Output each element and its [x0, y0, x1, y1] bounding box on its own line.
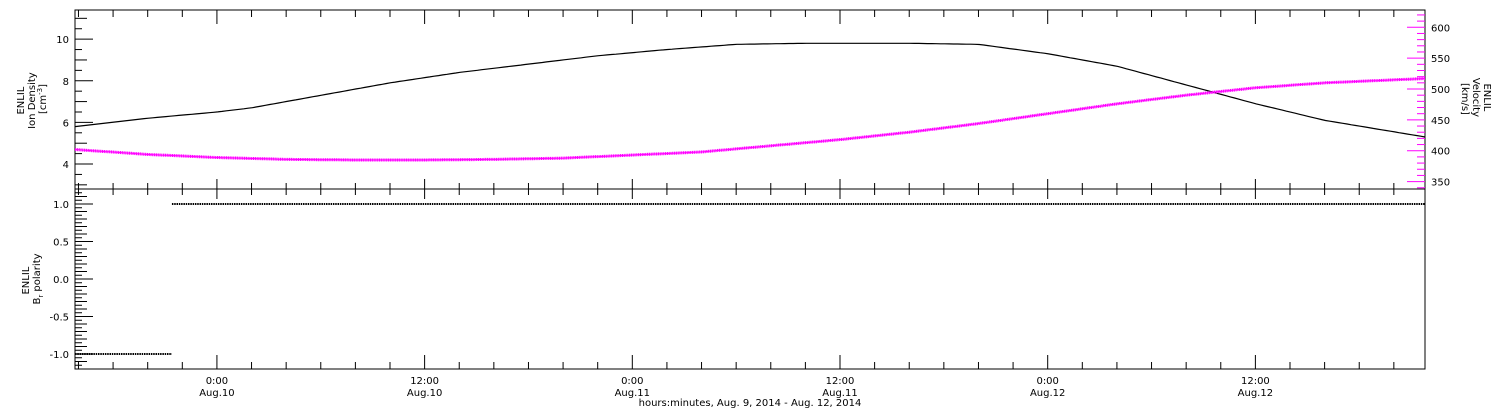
velocity-line-core: [74, 78, 1426, 161]
velocity-axis-title-line2: Velocity: [1470, 78, 1481, 117]
x-axis: 0:00Aug.1012:00Aug.100:00Aug.1112:00Aug.…: [77, 10, 1395, 399]
polarity-tick-label: -0.5: [49, 313, 69, 324]
top-left-axis: 4 6 8 10: [56, 17, 93, 186]
velocity-tick-label: 600: [1431, 23, 1450, 34]
density-tick-label: 4: [63, 160, 69, 171]
x-tick-date-label: Aug.11: [822, 388, 857, 399]
x-tick-time-label: 0:00: [206, 376, 228, 387]
velocity-tick-label: 550: [1431, 54, 1450, 65]
polarity-series: [75, 203, 1425, 355]
x-tick-time-label: 12:00: [410, 376, 439, 387]
polarity-tick-label: 0.5: [53, 238, 69, 249]
velocity-tick-label: 350: [1431, 178, 1450, 189]
polarity-axis-title: ENLIL Br polarity: [21, 253, 45, 304]
polarity-axis-title-line1: ENLIL: [21, 266, 32, 294]
velocity-tick-label: 500: [1431, 85, 1450, 96]
x-tick-date-label: Aug.11: [615, 388, 650, 399]
density-axis-title-line3: [cm: [38, 95, 49, 114]
x-tick-time-label: 0:00: [1036, 376, 1058, 387]
density-axis-title: ENLIL Ion Density [cm-3]: [16, 69, 49, 129]
density-axis-title-line1: ENLIL: [16, 86, 27, 114]
x-tick-date-label: Aug.12: [1238, 388, 1273, 399]
density-tick-label: 10: [56, 35, 69, 46]
velocity-axis-title-line3: [km/s]: [1459, 83, 1470, 115]
x-tick-time-label: 12:00: [826, 376, 855, 387]
density-line: [74, 42, 1426, 138]
x-tick-time-label: 12:00: [1241, 376, 1270, 387]
velocity-axis-title: ENLIL Velocity [km/s]: [1459, 78, 1492, 120]
top-right-axis: 350 400 450 500 550 600: [1407, 14, 1450, 189]
velocity-series: [74, 77, 1426, 162]
polarity-tick-label: 1.0: [53, 200, 69, 211]
polarity-axis-title-line2: B: [32, 298, 43, 305]
x-tick-date-label: Aug.10: [199, 388, 234, 399]
bottom-left-axis: -1.0 -0.5 0.0 0.5 1.0: [49, 192, 93, 366]
polarity-axis-title-end: polarity: [32, 253, 43, 294]
top-panel-frame: [74, 9, 1426, 190]
polarity-tick-label: -1.0: [49, 350, 69, 361]
x-tick-time-label: 0:00: [621, 376, 643, 387]
velocity-tick-label: 450: [1431, 116, 1450, 127]
density-tick-label: 6: [63, 118, 69, 129]
density-series: [74, 42, 1426, 138]
density-axis-unit-sup: -3: [36, 88, 44, 95]
x-tick-date-label: Aug.12: [1030, 388, 1065, 399]
velocity-tick-label: 400: [1431, 147, 1450, 158]
density-tick-label: 8: [63, 77, 69, 88]
density-axis-unit-end: ]: [38, 84, 49, 88]
x-tick-date-label: Aug.10: [407, 388, 442, 399]
polarity-axis-title-sub: r: [37, 295, 45, 298]
x-axis-title: hours:minutes, Aug. 9, 2014 - Aug. 12, 2…: [639, 398, 862, 409]
polarity-tick-label: 0.0: [53, 275, 69, 286]
bottom-panel-frame: [74, 188, 1426, 370]
velocity-axis-title-line1: ENLIL: [1481, 83, 1492, 111]
density-axis-title-line2: Ion Density: [27, 72, 38, 129]
